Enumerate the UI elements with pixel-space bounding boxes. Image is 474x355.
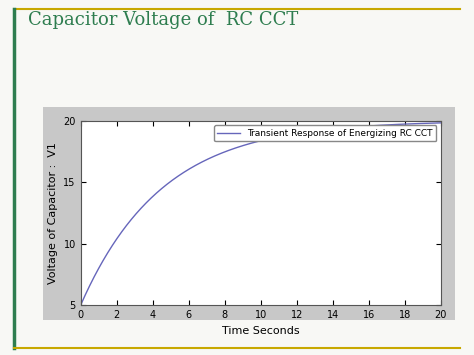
Line: Transient Response of Energizing RC CCT: Transient Response of Energizing RC CCT <box>81 123 441 305</box>
Transient Response of Energizing RC CCT <box>428 121 433 125</box>
Transient Response of Energizing RC CCT <box>243 142 249 147</box>
Transient Response of Energizing RC CCT <box>361 124 367 129</box>
Transient Response of Energizing RC CCT <box>96 266 102 270</box>
Legend: Transient Response of Energizing RC CCT: Transient Response of Energizing RC CCT <box>214 125 436 141</box>
Y-axis label: Voltage of Capacitor :  V1: Voltage of Capacitor : V1 <box>48 142 58 284</box>
Transient Response of Energizing RC CCT <box>78 303 83 307</box>
X-axis label: Time Seconds: Time Seconds <box>222 326 300 336</box>
Transient Response of Energizing RC CCT <box>438 121 444 125</box>
Transient Response of Energizing RC CCT <box>253 140 259 144</box>
Transient Response of Energizing RC CCT <box>428 121 433 125</box>
Text: Capacitor Voltage of  RC CCT: Capacitor Voltage of RC CCT <box>28 11 299 29</box>
